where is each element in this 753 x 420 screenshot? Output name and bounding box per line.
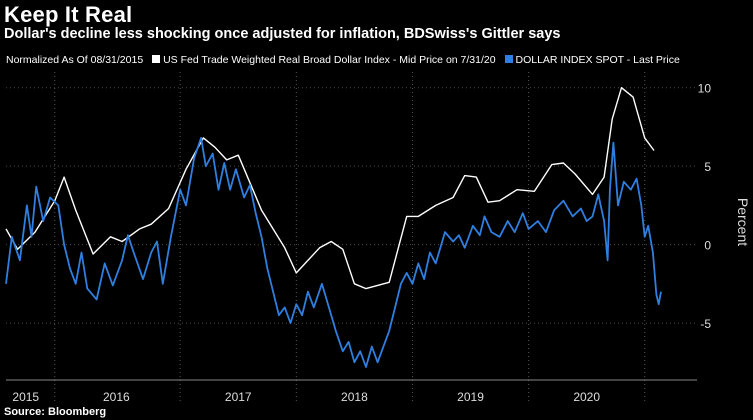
legend-swatch-real-broad [152, 55, 161, 63]
y-tick-label: 5 [704, 160, 711, 174]
legend-swatch-dollar-index [504, 55, 513, 63]
chart-title: Keep It Real [4, 2, 133, 27]
legend: Normalized As Of 08/31/2015 US Fed Trade… [6, 54, 680, 66]
x-tick-label: 2015 [12, 390, 39, 404]
legend-label-dollar-index: DOLLAR INDEX SPOT - Last Price [515, 54, 680, 66]
axis-layer: Percent -5 0 5 10 2015 2016 2017 2018 2019 2020 [6, 82, 751, 404]
y-axis-label: Percent [735, 198, 751, 246]
source-note: Source: Bloomberg [4, 406, 107, 418]
x-tick-label: 2018 [341, 390, 368, 404]
y-tick-label: 0 [704, 239, 711, 253]
series-line-real-broad-dollar [5, 87, 655, 290]
series-layer [5, 87, 662, 368]
x-tick-label: 2019 [457, 390, 484, 404]
legend-normalization-note: Normalized As Of 08/31/2015 [6, 54, 144, 66]
y-tick-label: -5 [700, 317, 711, 331]
x-tick-label: 2020 [573, 390, 600, 404]
x-tick-label: 2017 [225, 390, 252, 404]
x-tick-label: 2016 [103, 390, 130, 404]
series-line-dollar-index [5, 137, 662, 368]
chart-subtitle: Dollar's decline less shocking once adju… [4, 26, 561, 42]
legend-label-real-broad: US Fed Trade Weighted Real Broad Dollar … [163, 54, 496, 66]
y-tick-label: 10 [698, 82, 712, 96]
